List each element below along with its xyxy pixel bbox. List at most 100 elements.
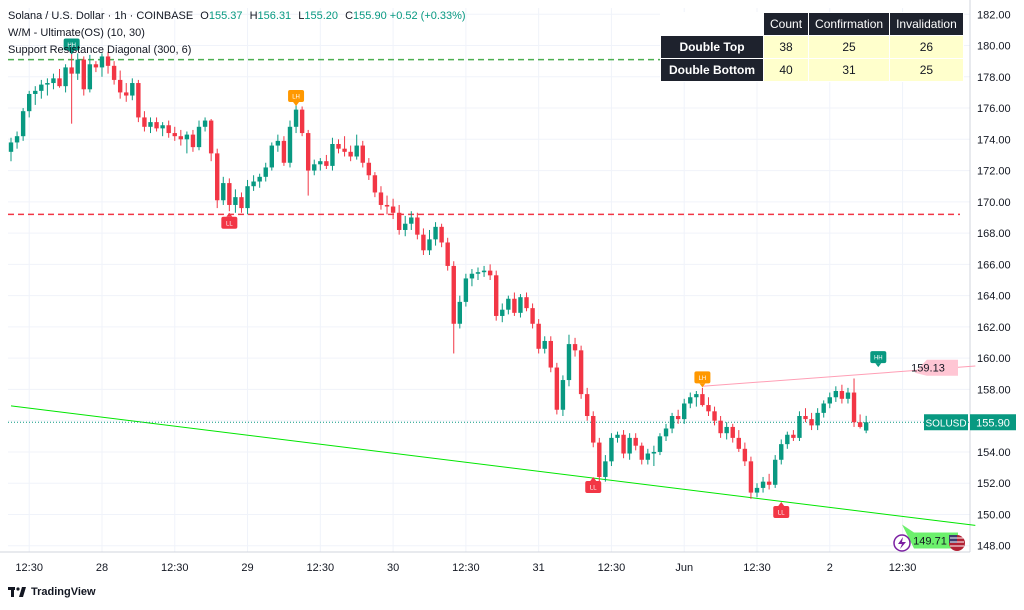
candle-body [785, 434, 790, 445]
stats-col-invalidation: Invalidation [889, 12, 964, 36]
candle-body [293, 109, 299, 127]
pivot-label-pointer [68, 50, 75, 55]
candle-body [445, 242, 450, 266]
candle-body [20, 111, 26, 137]
candle-body [669, 416, 675, 429]
candle-body [299, 109, 305, 134]
time-tick-label: 12:30 [889, 562, 917, 574]
candle-body [105, 56, 111, 66]
candle-body [178, 136, 184, 140]
price-tick-label: 158.00 [977, 384, 1011, 396]
candle-body [827, 397, 832, 404]
pivot-label-text: HH [67, 43, 76, 49]
candle-body [724, 426, 729, 434]
time-tick-label: 12:30 [598, 562, 626, 574]
candle-body [700, 394, 705, 406]
candle-body [718, 420, 723, 434]
stats-col-count: Count [762, 12, 810, 36]
candle-body [457, 301, 463, 324]
candle-body [190, 134, 196, 148]
candle-body [621, 434, 626, 454]
candle-body [26, 93, 32, 112]
candle-body [99, 56, 105, 68]
time-tick-label: 2 [827, 562, 833, 574]
price-tick-label: 170.00 [977, 197, 1011, 209]
price-tick-label: 166.00 [977, 259, 1011, 271]
us-flag-canton [949, 535, 957, 543]
candle-body [833, 390, 839, 398]
time-tick-label: 12:30 [161, 562, 189, 574]
pivot-label-badge [773, 505, 790, 518]
price-tick-label: 180.00 [977, 41, 1011, 53]
price-tick-label: 164.00 [977, 291, 1011, 303]
price-tick-label: 176.00 [977, 103, 1011, 115]
candle-body [366, 162, 372, 176]
candle-body [160, 125, 165, 129]
time-tick-label: 29 [241, 562, 253, 574]
pivot-label-text: LL [590, 485, 597, 491]
stats-row-label: Double Bottom [660, 58, 764, 82]
support-trendline [10, 405, 976, 526]
candle-body [657, 436, 663, 452]
price-tick-label: 148.00 [977, 541, 1011, 553]
time-tick-label: 31 [533, 562, 545, 574]
pivot-label-badge [870, 351, 887, 364]
indicator-ultimate-oscillator[interactable]: W/M - Ultimate(OS) (10, 30) [8, 27, 145, 39]
close-value: 155.90 [353, 10, 387, 22]
candle-body [500, 309, 505, 316]
stats-cell-invalidation: 25 [889, 58, 964, 82]
time-tick-label: 12:30 [15, 562, 43, 574]
candle-body [281, 140, 287, 163]
candle-body [348, 151, 353, 157]
resistance-value-label: 159.13 [911, 363, 945, 375]
candle-body [839, 390, 845, 399]
stats-col-confirmation: Confirmation [808, 12, 891, 36]
symbol-title[interactable]: Solana / U.S. Dollar · 1h · COINBASE [8, 10, 194, 22]
candle-body [184, 134, 190, 140]
high-value: 156.31 [257, 10, 292, 22]
candle-body [803, 416, 808, 420]
candle-body [566, 344, 572, 381]
pivot-label-pointer [293, 102, 300, 107]
pivot-label-badge [221, 216, 238, 229]
pivot-label-pointer [699, 383, 706, 388]
candle-body [233, 197, 238, 205]
candle-body [475, 272, 481, 274]
candle-body [651, 451, 657, 454]
time-tick-label: 12:30 [743, 562, 771, 574]
pivot-label-text: LL [778, 510, 785, 516]
candle-body [196, 126, 202, 148]
candle-body [578, 350, 584, 395]
candle-body [330, 144, 335, 166]
candle-body [305, 133, 311, 171]
indicator-support-resistance[interactable]: Support Resistance Diagonal (300, 6) [8, 44, 192, 56]
stats-row-label: Double Top [660, 35, 764, 59]
candle-body [736, 437, 741, 449]
low-label: L [298, 10, 305, 22]
candle-body [202, 120, 208, 127]
candle-body [251, 181, 256, 187]
high-label: H [249, 10, 258, 22]
price-tick-label: 172.00 [977, 166, 1011, 178]
candle-body [269, 145, 274, 168]
last-price-tag-text: 155.90 [976, 417, 1010, 429]
support-value-flag [902, 524, 958, 549]
candle-body [451, 265, 456, 324]
candle-body [409, 217, 414, 224]
candle-body [384, 204, 390, 207]
candle-body [645, 453, 651, 460]
pivot-label-badge [63, 38, 80, 51]
candle-body [712, 411, 717, 421]
candle-body [433, 226, 438, 240]
pivot-label-text: LH [292, 95, 300, 101]
candle-body [506, 298, 511, 310]
stats-cell-confirmation: 31 [808, 58, 891, 82]
candle-body [730, 426, 735, 438]
tradingview-footer[interactable]: TradingView [8, 586, 96, 598]
candle-body [208, 120, 214, 154]
support-value-label: 149.71 [913, 535, 947, 547]
candle-body [275, 140, 281, 146]
low-value: 155.20 [304, 10, 339, 22]
candle-body [360, 145, 365, 163]
